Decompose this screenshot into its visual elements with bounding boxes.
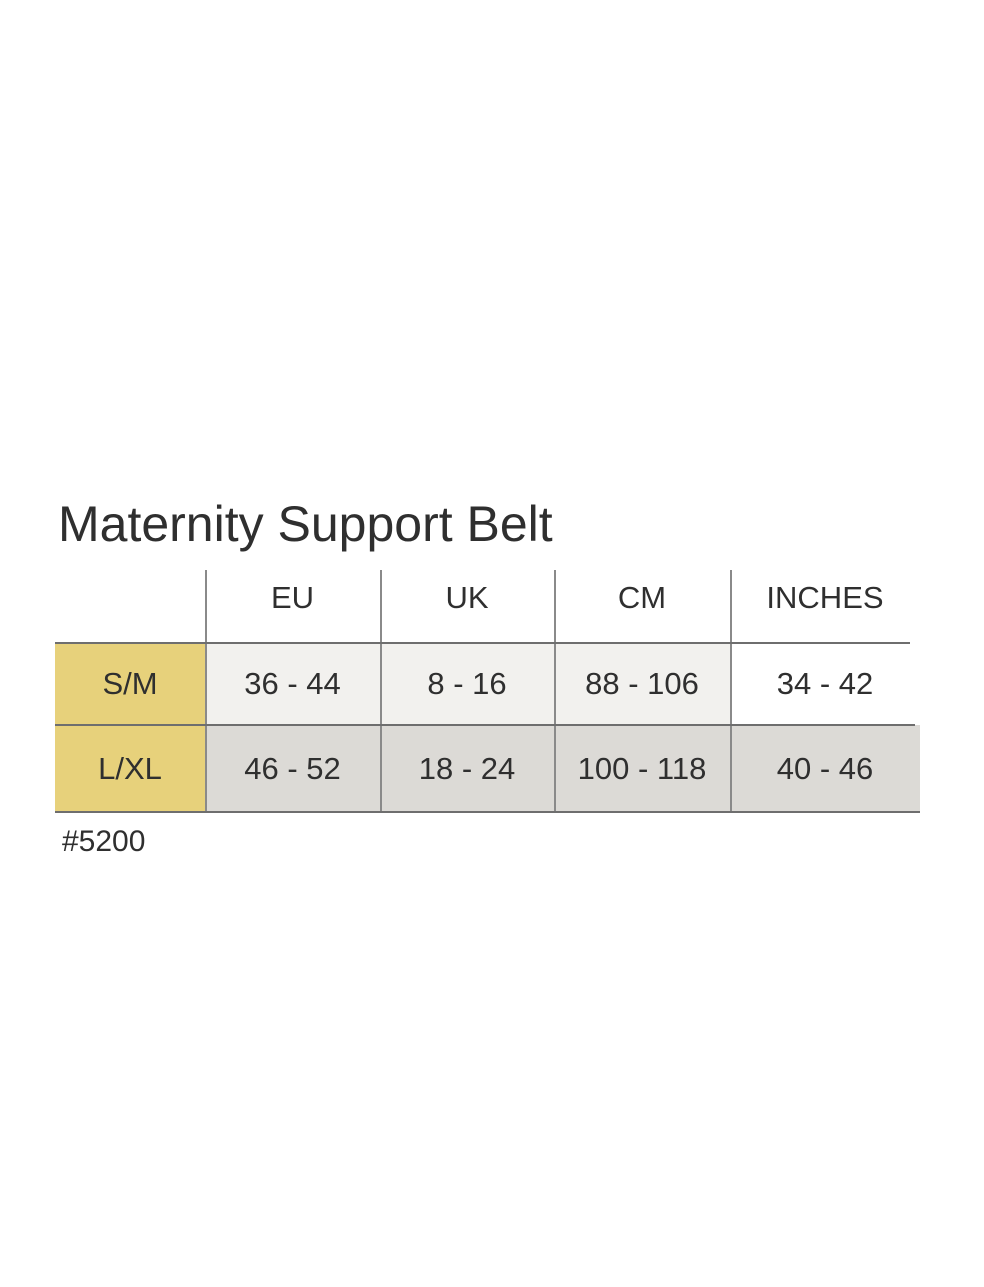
column-header: UK (445, 580, 489, 615)
column-divider (380, 725, 382, 812)
title: Maternity Support Belt (58, 496, 553, 552)
size-value: 18 - 24 (380, 725, 554, 812)
column-header: INCHES (766, 580, 884, 615)
size-value: 8 - 16 (380, 643, 554, 725)
column-divider (554, 570, 556, 643)
column-divider (730, 725, 732, 812)
row-divider (55, 642, 910, 644)
column-header: CM (617, 580, 667, 615)
column-divider (205, 725, 207, 812)
column-divider (730, 570, 732, 643)
size-label: L/XL (55, 725, 205, 812)
column-divider (554, 725, 556, 812)
row-divider (55, 811, 920, 813)
size-value: 40 - 46 (730, 725, 920, 812)
size-value: 88 - 106 (554, 643, 730, 725)
column-divider (205, 643, 207, 725)
size-value: 34 - 42 (730, 643, 920, 725)
column-header: EU (270, 580, 315, 615)
row-divider (55, 724, 915, 726)
size-label: S/M (55, 643, 205, 725)
style-number: #5200 (62, 825, 146, 858)
column-divider (205, 570, 207, 643)
size-value: 100 - 118 (554, 725, 730, 812)
column-divider (380, 643, 382, 725)
column-divider (730, 643, 732, 725)
column-divider (554, 643, 556, 725)
size-value: 46 - 52 (205, 725, 380, 812)
column-divider (380, 570, 382, 643)
size-value: 36 - 44 (205, 643, 380, 725)
